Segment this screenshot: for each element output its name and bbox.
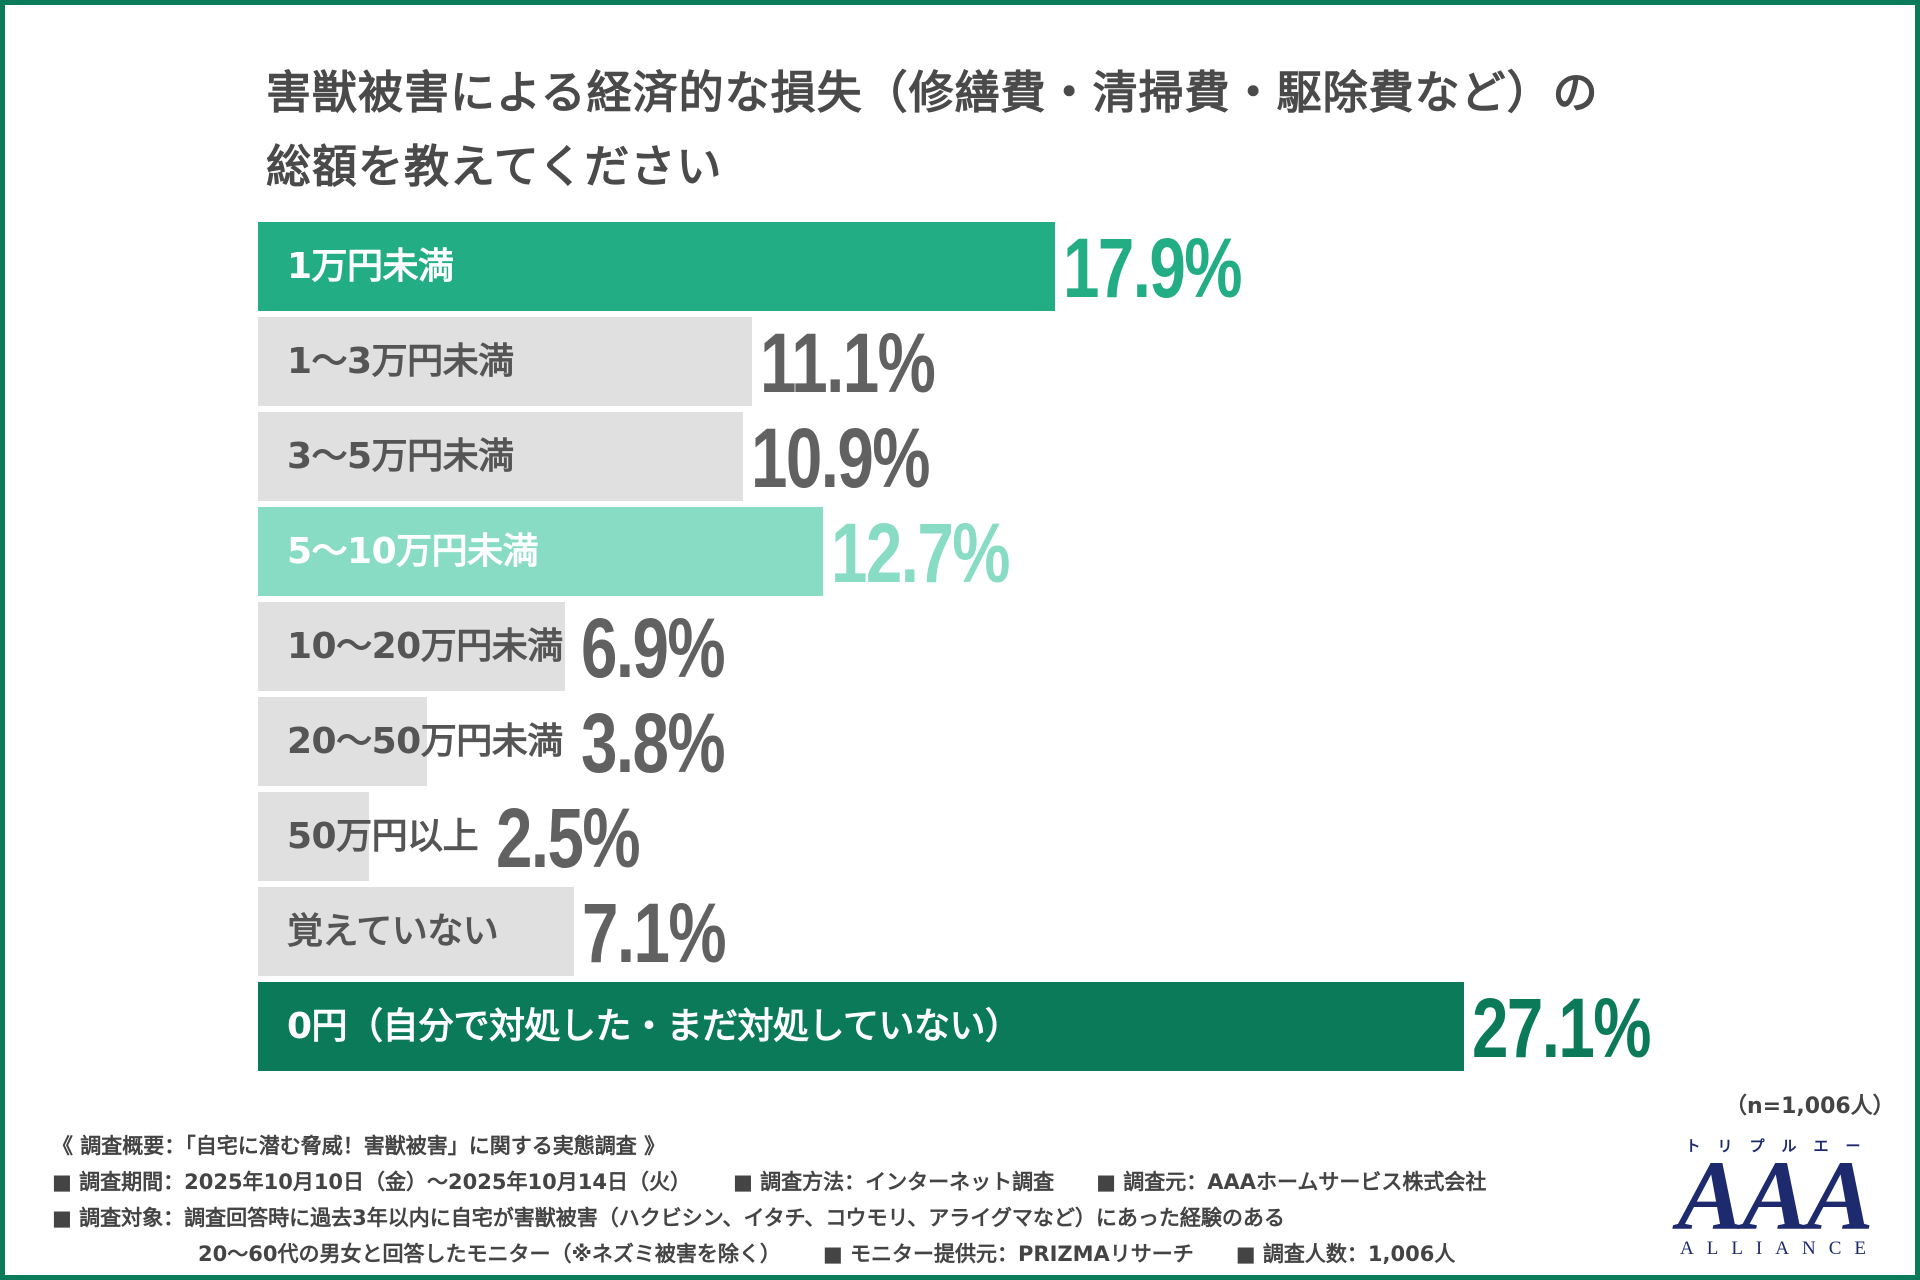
category-label: 1万円未満 [287,246,454,287]
bar [258,412,744,501]
survey-line-1: ■ 調査期間：2025年10月10日（金）〜2025年10月14日（火） ■ 調査… [52,1166,1528,1196]
survey-target-cont: 20〜60代の男女と回答したモニター（※ネズミ被害を除く） [198,1242,781,1266]
category-label: 0円（自分で対処した・まだ対処していない） [287,1006,1021,1047]
bar [258,602,566,691]
chart-title-line-2: 総額を教えてください [266,140,723,193]
bar [258,887,574,976]
logo-main: AAA [1677,1140,1873,1251]
bar [258,792,370,881]
survey-source: ■ 調査元：AAAホームサービス株式会社 [1096,1170,1487,1194]
value-label: 11.1% [759,316,936,410]
value-label: 27.1% [1471,981,1652,1075]
bar [258,317,752,406]
value-label: 3.8% [581,696,726,790]
sample-size: （n=1,006人） [1725,1094,1895,1119]
category-label: 3〜5万円未満 [287,436,514,477]
chart-title-line-1: 害獣被害による経済的な損失（修繕費・清掃費・駆除費など）の [266,66,1599,119]
survey-target: ■ 調査対象：調査回答時に過去3年以内に自宅が害獣被害（ハクビシン、イタチ、コウ… [52,1206,1285,1230]
value-label: 12.7% [831,506,1011,600]
category-label: 覚えていない [287,911,499,952]
logo-sub: ALLIANCE [1680,1238,1879,1259]
value-label: 7.1% [581,886,727,980]
survey-method: ■ 調査方法：インターネット調査 [732,1170,1055,1194]
value-label: 2.5% [496,791,641,885]
value-label: 17.9% [1062,221,1243,315]
bar [258,697,428,786]
category-label: 5〜10万円未満 [287,531,539,572]
survey-line-4: 20〜60代の男女と回答したモニター（※ネズミ被害を除く） ■ モニター提供元：P… [198,1238,1497,1268]
value-label: 6.9% [581,601,726,695]
survey-count: ■ 調査人数：1,006人 [1235,1242,1456,1266]
logo-kana: トリプルエー [1685,1137,1878,1155]
category-label: 1〜3万円未満 [287,341,514,382]
survey-period: ■ 調査期間：2025年10月10日（金）〜2025年10月14日（火） [52,1170,691,1194]
company-logo: トリプルエー AAA ALLIANCE [1662,1138,1887,1266]
chart-title: 害獣被害による経済的な損失（修繕費・清掃費・駆除費など）の 総額を教えてください [266,56,1599,204]
survey-provider: ■ モニター提供元：PRIZMAリサーチ [822,1242,1194,1266]
bar [258,507,824,596]
bar-chart: 1万円未満 17.9% 1〜3万円未満 11.1% 3〜5万円未満 10.9% 5〜10万円… [258,221,1652,1075]
bar [258,222,1055,311]
value-label: 10.9% [751,411,931,505]
category-label: 10〜20万円未満 [287,626,563,667]
category-label: 20〜50万円未満 [287,721,563,762]
bar [258,982,1464,1071]
survey-heading: 《 調査概要：「自宅に潜む脅威！害獣被害」に関する実態調査 》 [52,1134,666,1158]
category-label: 50万円以上 [287,816,479,857]
